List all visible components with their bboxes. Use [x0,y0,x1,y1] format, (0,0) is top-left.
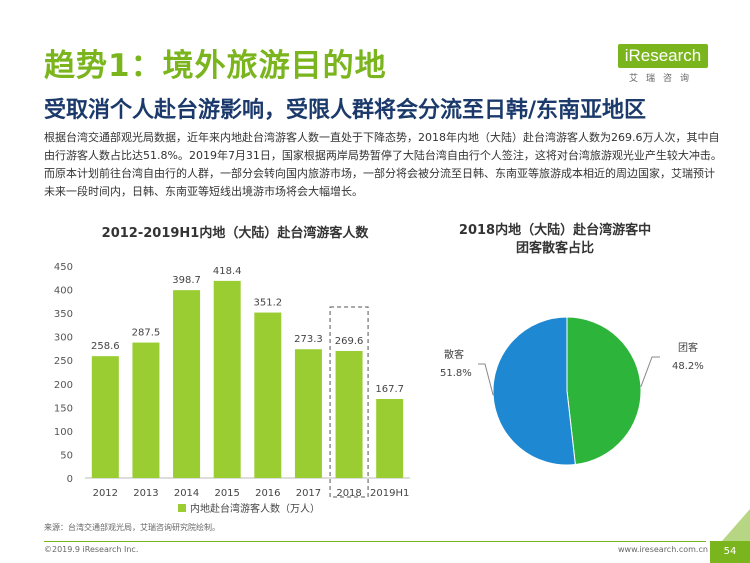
x-tick-label: 2014 [174,488,199,499]
pie-title-line1: 2018内地（大陆）赴台湾游客中 [458,223,652,238]
iresearch-logo: iResearch 艾瑞咨询 [618,44,708,84]
pie-leader-line [478,363,494,396]
y-tick-label: 250 [54,356,73,367]
legend-label: 内地赴台湾游客人数（万人） [190,502,320,515]
bar-value-label: 258.6 [91,341,120,352]
x-tick-label: 2018 [336,488,361,499]
bar-2012 [91,356,119,478]
pie-slice-group [566,316,642,466]
pie-label-value: 48.2% [672,361,704,372]
y-tick-label: 200 [54,380,73,391]
bar-2018 [335,350,363,478]
y-tick-label: 50 [60,450,73,461]
logo-subtext: 艾瑞咨询 [628,74,697,84]
page-title: 趋势1：境外旅游目的地 [44,48,387,84]
bar-2014 [173,290,201,478]
y-tick-label: 0 [67,474,73,485]
bar-value-label: 273.3 [294,334,323,345]
bar-value-label: 351.2 [253,298,282,309]
pie-label-name: 团客 [678,341,698,354]
bar-value-label: 167.7 [375,384,404,395]
y-tick-label: 300 [54,333,73,344]
x-tick-label: 2016 [255,488,280,499]
pie-slice-independent [492,316,576,466]
x-tick-label: 2013 [133,488,158,499]
y-tick-label: 150 [54,403,73,414]
pie-label-name: 散客 [444,348,464,361]
y-tick-label: 450 [54,262,73,273]
bar-value-label: 287.5 [132,328,161,339]
logo-text: iResearch [618,44,708,68]
footer-divider [44,541,706,542]
y-tick-label: 400 [54,286,73,297]
bar-2017 [294,349,322,478]
website-text: www.iresearch.com.cn [618,545,708,554]
bar-chart-title: 2012-2019H1内地（大陆）赴台湾游客人数 [101,226,369,241]
y-tick-label: 350 [54,309,73,320]
copyright-text: ©2019.9 iResearch Inc. [44,545,139,554]
body-paragraph: 根据台湾交通部观光局数据，近年来内地赴台湾游客人数一直处于下降态势，2018年内… [44,131,722,198]
bar-2013 [132,342,160,478]
pie-leader-line [640,356,660,387]
x-tick-label: 2015 [214,488,239,499]
x-tick-label: 2017 [296,488,321,499]
y-tick-label: 100 [54,427,73,438]
source-note: 来源：台湾交通部观光局，艾瑞咨询研究院绘制。 [44,523,220,532]
bar-2016 [254,312,282,478]
bar-value-label: 398.7 [172,275,201,286]
bar-value-label: 418.4 [213,266,242,277]
x-tick-label: 2019H1 [370,488,409,499]
legend-swatch [178,504,186,512]
pie-label-value: 51.8% [440,368,472,379]
pie-title-line2: 团客散客占比 [515,241,594,256]
bar-2019H1 [376,398,404,478]
x-tick-label: 2012 [93,488,118,499]
pie-chart-title: 2018内地（大陆）赴台湾游客中 团客散客占比 [435,222,675,258]
corner-decoration [722,509,750,541]
page-number: 54 [710,541,750,563]
page-subtitle: 受取消个人赴台游影响，受限人群将会分流至日韩/东南亚地区 [44,98,647,123]
bar-2015 [213,280,241,478]
bar-value-label: 269.6 [335,336,364,347]
highlight-box [329,306,369,498]
